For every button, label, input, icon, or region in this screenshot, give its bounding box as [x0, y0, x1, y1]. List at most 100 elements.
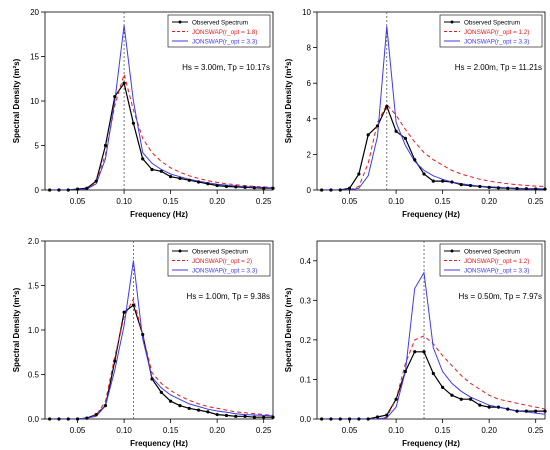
x-tick-label: 0.10	[116, 197, 132, 206]
chart-panel-2: 0.05 0.10 0.15 0.20 0.25 0 2 4 6 8 10 Frequency (Hz…	[284, 8, 547, 219]
observed-point	[347, 186, 352, 190]
observed-point	[478, 403, 482, 407]
x-tick-label: 0.15	[435, 197, 451, 206]
x-tick-label: 0.25	[256, 197, 272, 206]
observed-point	[357, 417, 361, 421]
observed-point	[459, 183, 463, 187]
observed-point	[487, 185, 491, 189]
observed-point	[515, 409, 519, 413]
legend-label-2: JONSWAP(r_opt = 1.2)	[464, 258, 529, 265]
observed-point	[441, 179, 445, 183]
observed-point	[75, 417, 80, 421]
observed-point	[103, 143, 108, 148]
observed-point	[320, 417, 324, 421]
observed-point	[506, 407, 510, 411]
legend-label-2: JONSWAP(r_opt = 1.2)	[464, 29, 529, 36]
observed-point	[113, 94, 117, 99]
observed-point	[459, 397, 463, 401]
x-tick-label: 0.25	[528, 197, 544, 206]
observed-point	[320, 188, 324, 192]
legend-marker	[450, 20, 454, 24]
legend-marker	[178, 249, 182, 253]
legend-box	[167, 14, 271, 48]
observed-point	[524, 409, 528, 413]
legend: Observed Spectrum JONSWAP(r_opt = 1.2) JON…	[439, 243, 543, 277]
x-tick-label: 0.05	[70, 197, 86, 206]
observed-point	[413, 350, 417, 354]
x-tick-label: 0.20	[481, 197, 497, 206]
observed-point	[524, 187, 528, 191]
observed-point	[224, 413, 229, 418]
observed-point	[206, 410, 210, 414]
observed-point	[122, 310, 126, 314]
observed-point	[169, 175, 173, 179]
observed-point	[57, 417, 61, 421]
observed-point	[329, 188, 333, 192]
observed-point	[159, 390, 163, 394]
observed-point	[385, 104, 389, 108]
series-line-2	[321, 103, 545, 190]
legend-label-1: Observed Spectrum	[464, 249, 520, 256]
x-tick-label: 0.05	[342, 197, 358, 206]
observed-point	[478, 184, 482, 189]
x-tick-label: 0.05	[342, 426, 358, 435]
y-tick-label: 10	[30, 97, 39, 106]
observed-point	[141, 157, 145, 161]
observed-point	[468, 397, 473, 401]
observed-point	[206, 182, 210, 186]
observed-point	[487, 405, 491, 409]
observed-point	[215, 183, 219, 188]
observed-point	[403, 369, 408, 374]
x-tick-label: 0.10	[116, 426, 132, 435]
y-tick-label: 0.1	[300, 375, 312, 384]
observed-point	[450, 180, 454, 184]
legend-label-3: JONSWAP(r_opt = 3.3)	[464, 268, 529, 275]
y-tick-label: 0.0	[300, 415, 312, 424]
observed-point	[366, 417, 370, 421]
y-axis-label: Spectral Density (m²s)	[12, 287, 21, 372]
observed-point	[262, 186, 266, 190]
x-axis-label: Frequency (Hz)	[402, 210, 460, 219]
y-tick-label: 0.0	[28, 415, 40, 424]
observed-point	[178, 404, 182, 408]
observed-point	[252, 415, 256, 419]
hs-tp-annotation: Hs = 0.50m, Tp = 7.97s	[459, 292, 542, 301]
observed-point	[234, 185, 238, 189]
x-tick-label: 0.20	[481, 426, 497, 435]
observed-point	[150, 377, 154, 381]
y-tick-label: 0	[307, 186, 312, 195]
observed-point	[431, 179, 435, 183]
observed-point	[450, 393, 454, 397]
hs-tp-annotation: Hs = 1.00m, Tp = 9.38s	[187, 292, 270, 301]
observed-point	[48, 417, 52, 421]
observed-point	[534, 409, 538, 413]
observed-point	[94, 179, 98, 183]
observed-point	[534, 187, 538, 191]
y-tick-label: 2.0	[28, 237, 40, 246]
observed-point	[338, 417, 342, 421]
observed-point	[385, 413, 389, 417]
observed-point	[57, 188, 61, 192]
x-tick-label: 0.15	[435, 426, 451, 435]
observed-point	[347, 417, 352, 421]
observed-point	[375, 124, 380, 128]
observed-point	[131, 121, 136, 125]
y-tick-label: 20	[30, 8, 39, 17]
legend: Observed Spectrum JONSWAP(r_opt = 1.8) JON…	[167, 14, 271, 48]
observed-point	[85, 186, 89, 190]
legend-label-2: JONSWAP(r_opt = 2)	[192, 258, 252, 265]
x-tick-label: 0.15	[163, 426, 179, 435]
y-tick-label: 2	[307, 150, 312, 159]
chart-panel-1: 0.05 0.10 0.15 0.20 0.25 0 5 10 15 20 Frequency (H…	[12, 8, 275, 219]
observed-point	[468, 183, 473, 188]
y-tick-label: 0.2	[300, 336, 312, 345]
x-tick-label: 0.10	[388, 426, 404, 435]
x-axis-label: Frequency (Hz)	[130, 210, 188, 219]
observed-point	[131, 303, 136, 307]
x-tick-label: 0.25	[528, 426, 544, 435]
observed-point	[403, 136, 408, 140]
y-tick-label: 5	[35, 142, 40, 151]
observed-point	[66, 417, 70, 421]
observed-point	[422, 350, 426, 354]
observed-point	[150, 167, 154, 172]
